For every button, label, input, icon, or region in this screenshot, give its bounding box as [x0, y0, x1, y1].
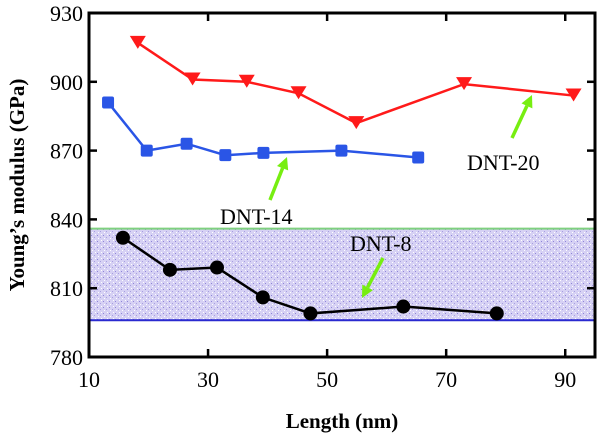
- data-point: [489, 306, 504, 321]
- annotation-dnt-20: DNT-20: [467, 95, 540, 175]
- data-point: [290, 86, 307, 100]
- data-point: [303, 306, 318, 321]
- x-tick-label: 10: [78, 367, 100, 392]
- arrow-head-icon: [362, 284, 373, 298]
- y-tick-label: 930: [50, 1, 83, 26]
- data-point: [209, 260, 224, 275]
- y-tick-label: 810: [50, 276, 83, 301]
- data-point: [456, 77, 473, 91]
- data-point: [238, 74, 255, 88]
- annotation-arrow: [268, 167, 285, 201]
- annotation-arrow: [510, 105, 529, 139]
- data-point: [140, 144, 153, 157]
- data-point: [219, 149, 232, 162]
- data-point: [255, 290, 270, 305]
- data-point: [180, 137, 193, 150]
- data-point: [257, 146, 270, 159]
- data-point: [335, 144, 348, 157]
- annotation-label: DNT-20: [467, 150, 540, 175]
- arrow-head-icon: [521, 95, 533, 109]
- y-tick-label: 840: [50, 207, 83, 232]
- series-dnt-8: [115, 230, 504, 321]
- annotations: DNT-20 DNT-14 DNT-8: [220, 95, 540, 298]
- x-axis-label: Length (nm): [286, 409, 399, 433]
- y-axis-label: Young’s modulus (GPa): [5, 79, 29, 292]
- data-point: [102, 96, 115, 109]
- annotation-dnt-8: DNT-8: [350, 231, 412, 298]
- data-point: [348, 116, 365, 130]
- annotation-label: DNT-14: [220, 204, 293, 229]
- x-tick-label: 50: [316, 367, 338, 392]
- y-tick-label: 900: [50, 70, 83, 95]
- y-tick-label: 780: [50, 345, 83, 370]
- data-point: [565, 88, 582, 102]
- x-tick-label: 90: [554, 367, 576, 392]
- y-tick-label: 870: [50, 139, 83, 164]
- data-point: [162, 262, 177, 277]
- annotation-arrow: [366, 257, 385, 289]
- data-point: [115, 230, 130, 245]
- series-dnt-20: [129, 35, 582, 130]
- axes: 10 30 50 70 90 780 810 840 870 900 930: [50, 1, 597, 392]
- series-line: [137, 41, 574, 125]
- annotation-dnt-14: DNT-14: [220, 157, 293, 229]
- data-point: [184, 72, 201, 86]
- x-tick-label: 30: [197, 367, 219, 392]
- series-dnt-14: [102, 96, 425, 164]
- arrow-head-icon: [277, 157, 289, 171]
- data-point: [412, 151, 425, 164]
- annotation-label: DNT-8: [350, 231, 412, 256]
- plot-frame: [87, 11, 597, 359]
- data-point: [129, 35, 146, 49]
- series-group: [102, 35, 582, 321]
- data-point: [396, 299, 411, 314]
- x-tick-label: 70: [435, 367, 457, 392]
